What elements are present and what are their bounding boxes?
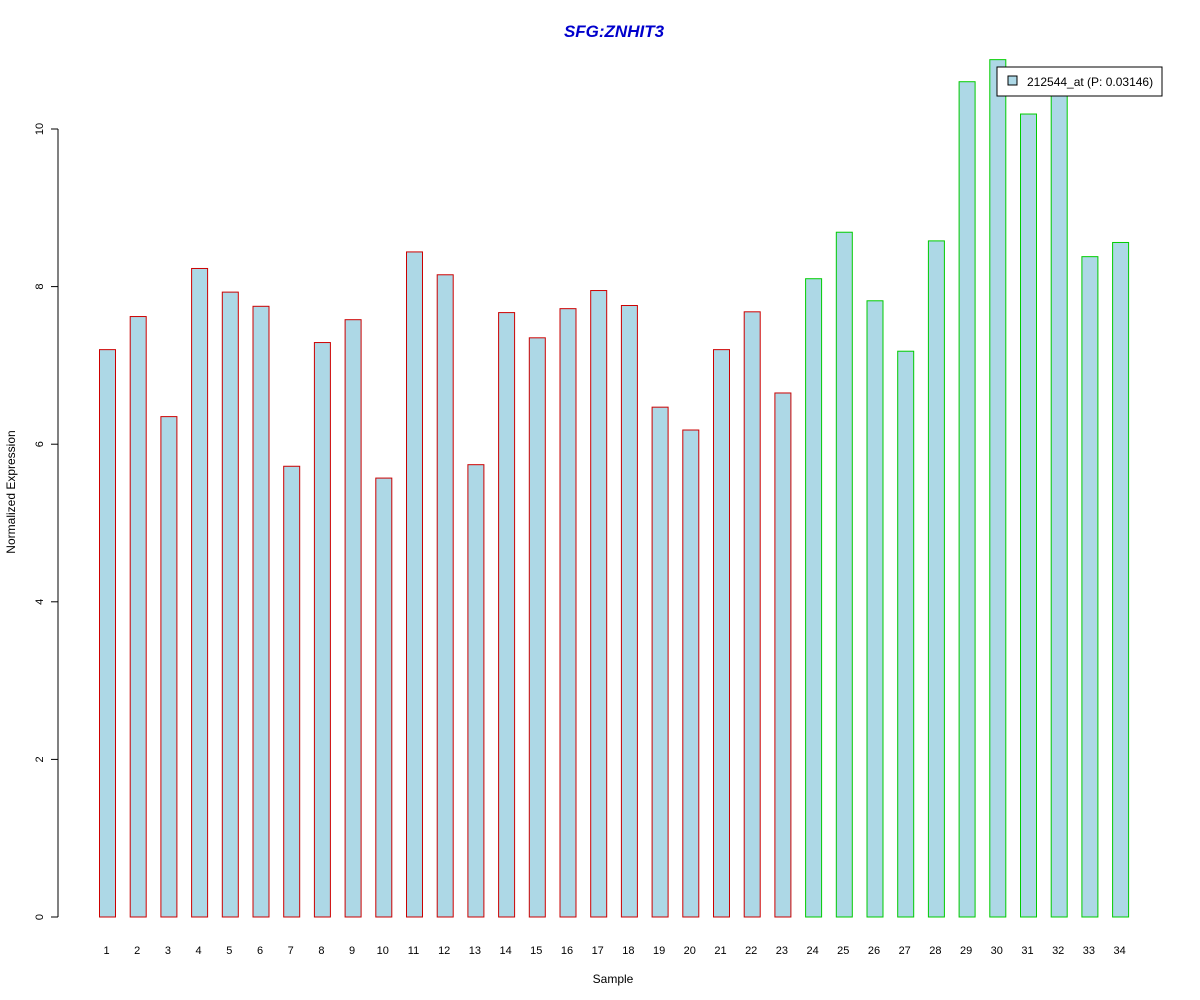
x-tick-label: 10 bbox=[377, 945, 389, 957]
y-tick-label: 0 bbox=[34, 914, 46, 920]
bar-sample-32 bbox=[1050, 81, 1068, 918]
x-tick-label: 3 bbox=[165, 945, 171, 957]
bar-sample-31 bbox=[1020, 113, 1037, 918]
bar-sample-8 bbox=[313, 342, 331, 918]
bar-sample-33 bbox=[1081, 256, 1099, 918]
bar-sample-24 bbox=[805, 278, 823, 918]
y-axis-ticks: 0 2 4 6 8 10 bbox=[34, 123, 58, 920]
legend-entry: 212544_at (P: 0.03146) bbox=[1027, 75, 1153, 89]
legend-swatch bbox=[1007, 75, 1018, 86]
x-tick-label: 30 bbox=[991, 945, 1003, 957]
bar-sample-5 bbox=[221, 291, 239, 918]
bar-sample-9 bbox=[344, 319, 362, 918]
x-tick-label: 33 bbox=[1083, 945, 1095, 957]
x-tick-label: 9 bbox=[349, 945, 355, 957]
x-tick-label: 5 bbox=[226, 945, 232, 957]
bar-sample-23 bbox=[774, 392, 792, 918]
x-tick-label: 2 bbox=[134, 945, 140, 957]
x-tick-label: 23 bbox=[776, 945, 788, 957]
bar-sample-13 bbox=[467, 464, 485, 918]
bar-sample-21 bbox=[713, 349, 730, 918]
x-tick-label: 25 bbox=[837, 945, 849, 957]
x-tick-label: 24 bbox=[806, 945, 818, 957]
x-axis-label: Sample bbox=[593, 972, 634, 986]
bar-sample-12 bbox=[436, 274, 454, 918]
bar-sample-3 bbox=[160, 416, 178, 918]
x-tick-label: 8 bbox=[318, 945, 324, 957]
y-tick-label: 4 bbox=[34, 599, 46, 605]
x-tick-label: 4 bbox=[196, 945, 202, 957]
bar-sample-25 bbox=[835, 231, 853, 918]
x-tick-label: 31 bbox=[1021, 945, 1033, 957]
y-tick-label: 10 bbox=[34, 123, 46, 135]
y-axis-label: Normalized Expression bbox=[4, 430, 18, 553]
x-tick-label: 34 bbox=[1113, 945, 1125, 957]
bar-sample-18 bbox=[620, 305, 638, 918]
bar-sample-7 bbox=[283, 465, 301, 918]
bar-sample-27 bbox=[897, 350, 915, 918]
x-tick-label: 19 bbox=[653, 945, 665, 957]
bar-sample-14 bbox=[498, 312, 516, 918]
x-tick-label: 26 bbox=[868, 945, 880, 957]
x-axis-tick-labels: 1 2 3 4 5 6 7 8 9 10 11 12 13 14 15 16 17 18 19 20 21 22 23 24 2… bbox=[103, 945, 1125, 957]
x-tick-label: 11 bbox=[408, 945, 419, 957]
x-tick-label: 15 bbox=[530, 945, 542, 957]
bar-sample-34 bbox=[1112, 241, 1130, 918]
bar-sample-26 bbox=[866, 300, 884, 918]
bar-sample-28 bbox=[927, 240, 945, 918]
x-tick-label: 20 bbox=[684, 945, 696, 957]
x-tick-label: 18 bbox=[622, 945, 634, 957]
x-tick-label: 6 bbox=[257, 945, 263, 957]
bar-sample-17 bbox=[590, 290, 608, 918]
bar-sample-1 bbox=[99, 349, 116, 918]
bar-sample-10 bbox=[375, 477, 393, 918]
x-tick-label: 17 bbox=[592, 945, 604, 957]
bar-sample-16 bbox=[559, 308, 577, 918]
legend: 212544_at (P: 0.03146) bbox=[996, 66, 1163, 97]
x-tick-label: 14 bbox=[499, 945, 511, 957]
y-tick-label: 6 bbox=[34, 441, 46, 447]
legend-box bbox=[996, 66, 1163, 97]
bar-sample-4 bbox=[191, 267, 209, 918]
bar-sample-22 bbox=[743, 311, 761, 918]
x-tick-label: 7 bbox=[288, 945, 294, 957]
bars bbox=[99, 59, 1130, 918]
x-tick-label: 13 bbox=[469, 945, 481, 957]
y-tick-label: 2 bbox=[34, 756, 46, 762]
bar-sample-19 bbox=[651, 406, 669, 918]
x-tick-label: 12 bbox=[438, 945, 450, 957]
x-tick-label: 1 bbox=[103, 945, 109, 957]
bar-sample-15 bbox=[528, 337, 546, 918]
x-tick-label: 22 bbox=[745, 945, 757, 957]
bar-sample-30 bbox=[989, 59, 1007, 918]
y-tick-label: 8 bbox=[34, 284, 46, 290]
chart-title: SFG:ZNHIT3 bbox=[564, 22, 665, 41]
x-tick-label: 27 bbox=[899, 945, 911, 957]
bar-sample-20 bbox=[682, 429, 700, 918]
x-tick-label: 32 bbox=[1052, 945, 1064, 957]
bar-sample-11 bbox=[406, 251, 423, 918]
bar-sample-29 bbox=[958, 81, 976, 918]
x-tick-label: 21 bbox=[714, 945, 726, 957]
x-tick-label: 16 bbox=[561, 945, 573, 957]
bar-sample-6 bbox=[252, 305, 270, 918]
x-tick-label: 28 bbox=[929, 945, 941, 957]
bar-sample-2 bbox=[129, 316, 147, 918]
x-tick-label: 29 bbox=[960, 945, 972, 957]
